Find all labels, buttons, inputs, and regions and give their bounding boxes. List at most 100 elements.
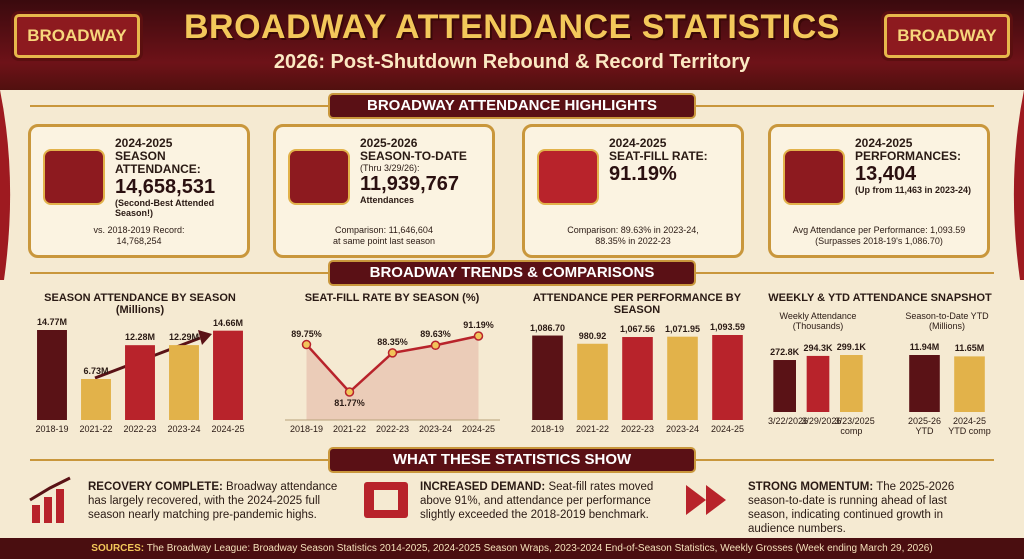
value-label: 11.65M (954, 343, 985, 354)
chart-title: SEASON ATTENDANCE BY SEASON (Millions) (44, 292, 236, 316)
x-tick-label: 2024-25 (461, 424, 496, 434)
finding-text: Seat-fill rates moved above 91%, and att… (420, 481, 654, 521)
value-label: 294.3K (803, 342, 833, 353)
card-footer-line: 88.35% in 2022-23 (595, 236, 671, 246)
value-label: 14.66M (212, 317, 244, 328)
bar (622, 337, 653, 420)
point (473, 331, 484, 341)
section-heading: BROADWAY TRENDS & COMPARISONS (330, 262, 694, 284)
bar (532, 335, 563, 420)
x-tick-label: 2022-23 (375, 424, 410, 434)
x-tick-label: 2018-19 (289, 424, 324, 434)
x-tick-label: 2022-23 (620, 424, 655, 434)
x-tick-label: 2022-23 (123, 424, 157, 434)
value-label: 980.92 (578, 330, 607, 341)
value-label: 91.19% (463, 320, 494, 330)
icon (44, 497, 52, 523)
card-footer: Comparison: 11,646,604 at same point last… (282, 225, 486, 247)
value-label: 81.77% (334, 398, 365, 408)
card-footer: vs. 2018-2019 Record: 14,768,254 (37, 225, 241, 247)
point (387, 348, 398, 358)
marquee-sign: BROADWAY (14, 14, 140, 58)
finding: INCREASED DEMAND: Seat-fill rates moved … (420, 480, 685, 522)
chart-title: WEEKLY & YTD ATTENDANCE SNAPSHOT (768, 292, 992, 304)
card-kicker: 2024-2025 (609, 136, 667, 150)
icon (29, 476, 71, 502)
value-label: 89.63% (420, 329, 451, 340)
chart-subtitle: Weekly Attendance (Thousands) (779, 311, 857, 331)
card-figure: 91.19% (609, 163, 677, 185)
finding-icons (29, 476, 726, 523)
card-kicker: 2024-2025 (115, 136, 173, 150)
highlight-card: 2024-2025 SEAT-FILL RATE: 91.19% Comparison… (522, 124, 744, 258)
header: BROADWAY BROADWAY BROADWAY ATTENDANCE ST… (0, 0, 1024, 90)
value-label: 299.1K (836, 342, 866, 352)
value-label: 89.75% (291, 328, 322, 339)
card-figure: 11,939,767 (360, 173, 459, 195)
area (306, 336, 479, 420)
card-note-top: (Thru 3/29/26): (360, 163, 420, 173)
card-label: SEASON ATTENDANCE: (115, 149, 201, 176)
card-icon (288, 149, 350, 205)
curtain (0, 90, 11, 280)
value-label: 88.35% (377, 336, 408, 347)
card-icon (43, 149, 105, 205)
x-tick-label: 2018-19 (35, 424, 69, 434)
x-tick-label: 2021-22 (575, 424, 610, 434)
bar (81, 378, 111, 420)
sources: SOURCES: The Broadway League: Broadway S… (0, 538, 1024, 559)
bar (37, 330, 67, 420)
card-note: (Second-Best Attended Season!) (115, 198, 215, 218)
sources-text: The Broadway League: Broadway Season Sta… (146, 543, 933, 554)
card-text: 2024-2025 SEAT-FILL RATE: 91.19% (609, 136, 743, 186)
trend-arrow-head (198, 330, 212, 345)
finding: RECOVERY COMPLETE: Broadway attendance h… (88, 480, 353, 522)
x-tick-label: 3/23/2025 comp (834, 416, 875, 436)
highlight-card: 2025-2026 SEASON-TO-DATE (Thru 3/29/26): 11… (273, 124, 495, 258)
chart-subtitle: Season-to-Date YTD (Millions) (905, 311, 989, 331)
finding-lead: RECOVERY COMPLETE: (88, 481, 223, 493)
chart-title: SEAT-FILL RATE BY SEASON (%) (304, 292, 480, 304)
curtain (1013, 90, 1024, 280)
bar (806, 355, 830, 412)
sources-label: SOURCES: (91, 543, 145, 554)
card-label: PERFORMANCES: (855, 149, 962, 163)
card-icon (537, 149, 599, 205)
marquee-sign: BROADWAY (884, 14, 1010, 58)
section-heading: WHAT THESE STATISTICS SHOW (330, 449, 694, 471)
bar (125, 345, 155, 420)
bar (773, 360, 796, 412)
finding-lead: INCREASED DEMAND: (420, 481, 546, 493)
value-label: 12.29M (168, 332, 200, 343)
value-label: 11.94M (909, 342, 940, 352)
x-tick-label: 3/22/2026 (768, 416, 809, 426)
value-label: 1,067.56 (619, 324, 656, 335)
bar (169, 345, 199, 420)
card-text: 2024-2025 SEASON ATTENDANCE: 14,658,531 (Se… (115, 136, 249, 219)
card-figure: 14,658,531 (115, 176, 216, 198)
bar (954, 356, 985, 412)
card-note: Attendances (360, 195, 415, 205)
card-footer: Avg Attendance per Performance: 1,093.59… (777, 225, 981, 247)
chart-title: ATTENDANCE PER PERFORMANCE BY SEASON (532, 292, 742, 316)
point (344, 387, 355, 397)
card-footer-line: at same point last season (332, 236, 436, 246)
x-tick-label: 2021-22 (332, 424, 367, 434)
value-label: 1,071.95 (664, 323, 701, 334)
card-footer-line: vs. 2018-2019 Record: (93, 225, 185, 235)
highlight-card: 2024-2025 PERFORMANCES: 13,404 (Up from 11,… (768, 124, 990, 258)
x-tick-label: 2023-24 (665, 424, 700, 434)
point (430, 340, 441, 351)
card-kicker: 2025-2026 (360, 136, 418, 150)
card-figure: 13,404 (855, 163, 917, 185)
x-tick-label: 3/29/2026 (801, 416, 842, 426)
card-kicker: 2024-2025 (855, 136, 913, 150)
finding: STRONG MOMENTUM: The 2025-2026 season-to… (748, 480, 988, 536)
x-tick-label: 2024-25 (211, 424, 245, 434)
card-footer-line: 14,768,254 (116, 236, 162, 246)
x-tick-label: 2023-24 (418, 424, 453, 434)
card-footer-line: Comparison: 11,646,604 (335, 225, 433, 235)
finding-text: Broadway attendance has largely recovere… (88, 481, 338, 521)
highlight-card: 2024-2025 SEASON ATTENDANCE: 14,658,531 (Se… (28, 124, 250, 258)
